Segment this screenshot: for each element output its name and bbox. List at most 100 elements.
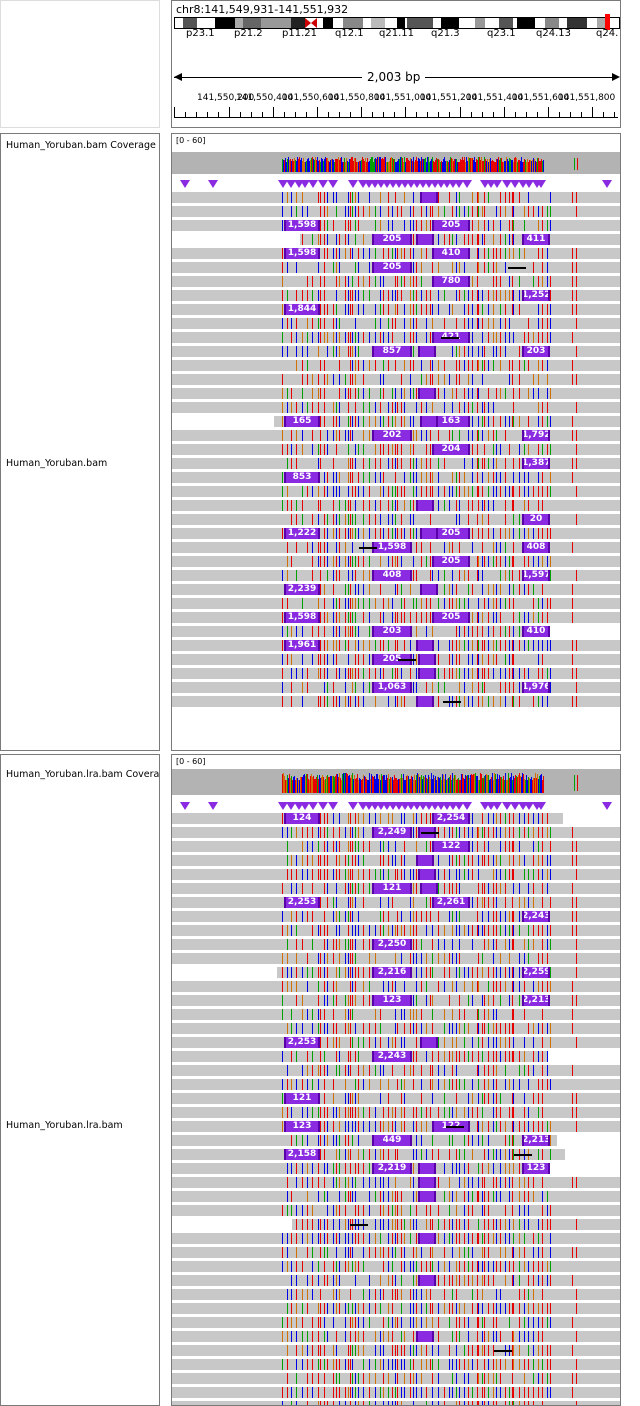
aligned-read[interactable] (172, 855, 620, 866)
insertion-marker-icon[interactable] (208, 802, 218, 810)
insertion-marker[interactable] (416, 696, 434, 707)
insertion-marker-icon[interactable] (400, 180, 410, 188)
insertion-marker-icon[interactable] (180, 802, 190, 810)
aligned-read[interactable] (172, 911, 620, 922)
insertion-marker-icon[interactable] (294, 180, 304, 188)
insertion-marker[interactable] (420, 416, 438, 427)
insertion-marker-icon[interactable] (180, 180, 190, 188)
aligned-read[interactable] (172, 500, 620, 511)
insertion-label[interactable]: 2,239 (284, 584, 320, 595)
insertion-label[interactable]: 121 (372, 883, 412, 894)
insertion-marker-icon[interactable] (492, 802, 502, 810)
insertion-label[interactable]: 1,222 (284, 528, 320, 539)
aligned-read[interactable] (172, 925, 620, 936)
aligned-read[interactable] (172, 332, 620, 343)
aligned-read[interactable] (172, 953, 620, 964)
insertion-marker[interactable] (420, 192, 438, 203)
insertion-label[interactable]: 123 (284, 1121, 320, 1132)
insertion-marker-icon[interactable] (536, 180, 546, 188)
aligned-read[interactable] (172, 1191, 620, 1202)
insertion-marker-icon[interactable] (406, 180, 416, 188)
insertion-marker[interactable] (416, 1331, 434, 1342)
insertion-marker[interactable] (416, 500, 434, 511)
aligned-read[interactable] (172, 458, 620, 469)
aligned-read[interactable] (172, 598, 620, 609)
insertion-marker[interactable] (416, 855, 434, 866)
insertion-label[interactable]: 780 (432, 276, 470, 287)
aligned-read[interactable] (172, 360, 620, 371)
insertion-label[interactable]: 408 (372, 570, 412, 581)
insertion-marker[interactable] (418, 346, 436, 357)
aligned-read[interactable] (172, 1261, 620, 1272)
insertion-label[interactable]: 2,253 (284, 897, 320, 908)
insertion-label[interactable]: 20 (522, 514, 550, 525)
insertion-marker[interactable] (418, 1163, 436, 1174)
insertion-label[interactable]: 2,259 (522, 967, 550, 978)
aligned-read[interactable] (172, 1093, 620, 1104)
aligned-read[interactable] (172, 626, 534, 637)
insertion-label[interactable]: 203 (372, 626, 412, 637)
aligned-read[interactable] (172, 248, 620, 259)
aligned-read[interactable] (172, 1079, 620, 1090)
insertion-marker[interactable] (420, 883, 438, 894)
insertion-marker-icon[interactable] (308, 180, 318, 188)
insertion-label[interactable]: 123 (522, 1163, 550, 1174)
insertion-marker[interactable] (416, 234, 434, 245)
aligned-read[interactable] (172, 444, 620, 455)
insertion-marker-icon[interactable] (492, 180, 502, 188)
insertion-label[interactable]: 203 (522, 346, 550, 357)
insertion-label[interactable]: 1,598 (284, 248, 320, 259)
insertion-marker[interactable] (418, 388, 436, 399)
aligned-read[interactable] (172, 897, 620, 908)
insertion-label[interactable]: 124 (284, 813, 320, 824)
insertion-label[interactable]: 1,598 (284, 220, 320, 231)
insertion-label[interactable]: 2,243 (372, 1051, 412, 1062)
track1-data-panel[interactable]: [0 - 60] 205 1,598 411 205 1,598 410 205 780 1,2… (171, 133, 621, 751)
insertion-marker-icon[interactable] (424, 180, 434, 188)
aligned-read[interactable] (172, 1135, 557, 1146)
insertion-label[interactable]: 1,387 (522, 458, 550, 469)
insertion-label[interactable]: 202 (372, 430, 412, 441)
insertion-marker-icon[interactable] (308, 802, 318, 810)
insertion-marker-icon[interactable] (462, 802, 472, 810)
insertion-marker-icon[interactable] (286, 180, 296, 188)
insertion-label[interactable]: 121 (284, 1093, 320, 1104)
insertion-marker-icon[interactable] (436, 180, 446, 188)
insertion-label[interactable]: 122 (432, 841, 470, 852)
aligned-read[interactable] (172, 1359, 620, 1370)
aligned-read[interactable] (172, 1023, 620, 1034)
aligned-read[interactable] (172, 1247, 620, 1258)
aligned-read[interactable] (172, 220, 620, 231)
aligned-read[interactable] (172, 668, 620, 679)
insertion-marker-icon[interactable] (510, 180, 520, 188)
insertion-marker-icon[interactable] (278, 180, 288, 188)
insertion-marker-icon[interactable] (364, 180, 374, 188)
insertion-label[interactable]: 204 (432, 444, 470, 455)
insertion-marker[interactable] (418, 1275, 436, 1286)
insertion-marker[interactable] (420, 528, 438, 539)
insertion-marker-icon[interactable] (602, 180, 612, 188)
insertion-marker-icon[interactable] (358, 180, 368, 188)
aligned-read[interactable] (172, 640, 620, 651)
aligned-read[interactable] (172, 1303, 620, 1314)
insertion-label[interactable]: 2,219 (372, 1163, 412, 1174)
aligned-read[interactable] (172, 318, 620, 329)
aligned-read[interactable] (172, 1289, 620, 1300)
aligned-read[interactable] (172, 869, 620, 880)
aligned-read[interactable] (172, 388, 620, 399)
insertion-marker[interactable] (418, 1177, 436, 1188)
insertion-label[interactable]: 1,976 (522, 682, 550, 693)
insertion-label[interactable]: 1,961 (284, 640, 320, 651)
aligned-read[interactable] (172, 192, 620, 203)
aligned-read[interactable] (172, 1233, 620, 1244)
aligned-read[interactable] (172, 1331, 620, 1342)
aligned-read[interactable] (172, 486, 620, 497)
aligned-read[interactable] (300, 234, 620, 245)
track2-data-panel[interactable]: [0 - 60] 124 2,254 2,249 122 121 2,261 2,253 2,… (171, 754, 621, 1406)
locus-label[interactable]: chr8:141,549,931-141,551,932 (176, 3, 349, 16)
insertion-label[interactable]: 2,158 (284, 1149, 320, 1160)
insertion-marker-icon[interactable] (208, 180, 218, 188)
insertion-marker-icon[interactable] (448, 180, 458, 188)
insertion-marker[interactable] (420, 1037, 438, 1048)
insertion-marker-icon[interactable] (348, 180, 358, 188)
